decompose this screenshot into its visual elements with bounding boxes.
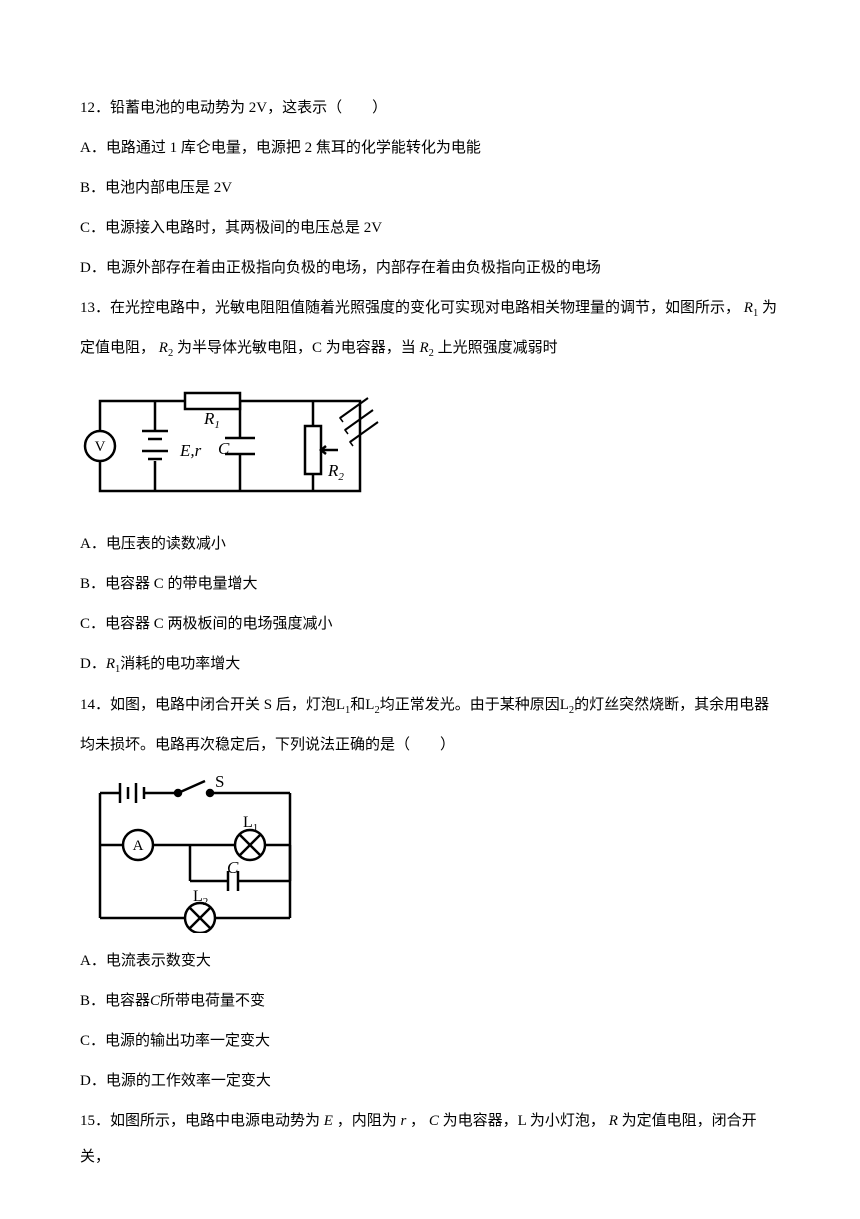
q15-E: E — [324, 1113, 333, 1129]
q13-circuit-diagram: V E,r C R1 R2 — [80, 376, 780, 516]
q15-C: C — [429, 1113, 439, 1129]
q14-opt-c: C．电源的输出功率一定变大 — [80, 1023, 780, 1059]
c-label-14: C — [227, 858, 239, 877]
q12-opt-d: D．电源外部存在着由正极指向负极的电场，内部存在着由负极指向正极的电场 — [80, 250, 780, 286]
q14-b-b: 所带电荷量不变 — [160, 993, 265, 1009]
q14-opt-d: D．电源的工作效率一定变大 — [80, 1063, 780, 1099]
q13-opt-b: B．电容器 C 的带电量增大 — [80, 566, 780, 602]
q14-stem-d: 的灯丝突然烧断，其余用电器 — [574, 697, 769, 713]
q13-r1-sub: 1 — [753, 308, 758, 319]
q13-r1: R — [744, 300, 753, 316]
q14-l2b: L — [560, 697, 569, 713]
q15-stem-c: ， — [410, 1113, 425, 1129]
q13-opt-a: A．电压表的读数减小 — [80, 526, 780, 562]
q14-b-c: C — [150, 993, 160, 1009]
q13-d-a: D． — [80, 656, 106, 672]
q12-stem: 12．铅蓄电池的电动势为 2V，这表示（ ） — [80, 90, 780, 126]
q13-stem: 13．在光控电路中，光敏电阻阻值随着光照强度的变化可实现对电路相关物理量的调节，… — [80, 290, 780, 326]
q12-opt-b: B．电池内部电压是 2V — [80, 170, 780, 206]
q14-stem-b: 和 — [350, 697, 365, 713]
q13-r2-sub: 2 — [168, 348, 173, 359]
q15-R: R — [609, 1113, 618, 1129]
q13-d-r1: R — [106, 656, 115, 672]
q13-opt-d: D．R1消耗的电功率增大 — [80, 646, 780, 682]
q13-stem-2: 定值电阻， R2 为半导体光敏电阻，C 为电容器，当 R2 上光照强度减弱时 — [80, 330, 780, 366]
q14-l1: L — [336, 697, 345, 713]
q13-d-b: 消耗的电功率增大 — [120, 656, 240, 672]
q13-stem-e: 上光照强度减弱时 — [438, 340, 558, 356]
q15-r: r — [400, 1113, 406, 1129]
q13-stem-d: 为半导体光敏电阻，C 为电容器，当 — [177, 340, 416, 356]
q12-opt-c: C．电源接入电路时，其两极间的电压总是 2V — [80, 210, 780, 246]
q12-opt-a: A．电路通过 1 库仑电量，电源把 2 焦耳的化学能转化为电能 — [80, 130, 780, 166]
q14-stem-c: 均正常发光。由于某种原因 — [380, 697, 560, 713]
voltmeter-label: V — [95, 439, 106, 455]
q15-stem-d: 为电容器，L 为小灯泡， — [443, 1113, 605, 1129]
q14-circuit-diagram: S A C L1 L2 — [80, 773, 780, 933]
q13-r2b: R — [419, 340, 428, 356]
q13-stem-c: 定值电阻， — [80, 340, 155, 356]
q13-r2b-sub: 2 — [429, 348, 434, 359]
q14-b-a: B．电容器 — [80, 993, 150, 1009]
q13-stem-a: 13．在光控电路中，光敏电阻阻值随着光照强度的变化可实现对电路相关物理量的调节，… — [80, 300, 740, 316]
q15-stem: 15．如图所示，电路中电源电动势为 E ，内阻为 r ， C 为电容器，L 为小… — [80, 1103, 780, 1175]
q13-stem-b: 为 — [762, 300, 777, 316]
q15-stem-a: 15．如图所示，电路中电源电动势为 — [80, 1113, 320, 1129]
a-label: A — [133, 838, 144, 854]
q15-stem-b: ，内阻为 — [337, 1113, 397, 1129]
r2-label: R2 — [327, 461, 344, 483]
q14-stem-2: 均未损坏。电路再次稳定后，下列说法正确的是（ ） — [80, 727, 780, 763]
s-label: S — [215, 773, 224, 791]
q14-stem-a: 14．如图，电路中闭合开关 S 后，灯泡 — [80, 697, 336, 713]
c-label: C — [218, 439, 230, 458]
er-label: E,r — [179, 441, 202, 460]
q13-r2: R — [159, 340, 168, 356]
r1-label: R1 — [203, 409, 220, 431]
q14-opt-b: B．电容器C所带电荷量不变 — [80, 983, 780, 1019]
q14-opt-a: A．电流表示数变大 — [80, 943, 780, 979]
q14-stem: 14．如图，电路中闭合开关 S 后，灯泡L1和L2均正常发光。由于某种原因L2的… — [80, 687, 780, 723]
q13-opt-c: C．电容器 C 两极板间的电场强度减小 — [80, 606, 780, 642]
